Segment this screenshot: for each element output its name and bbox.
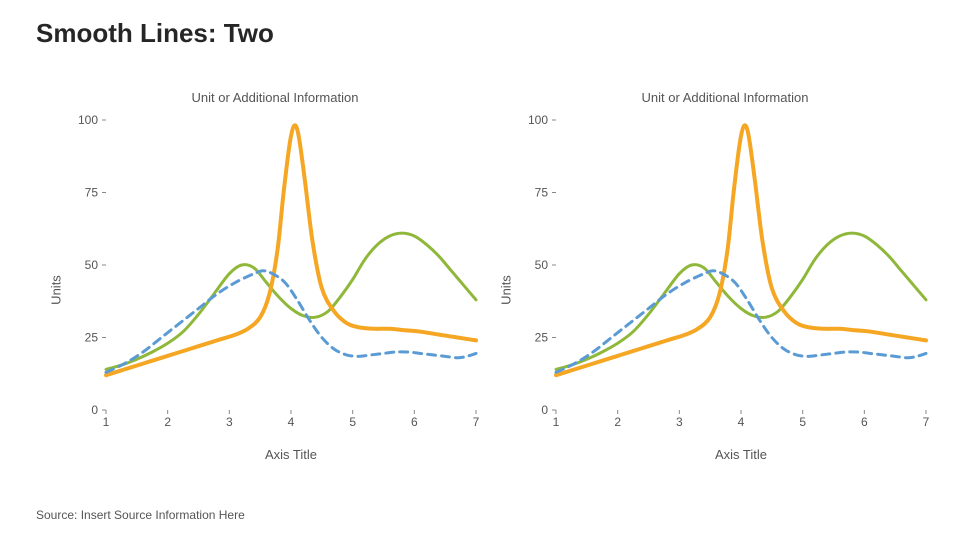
svg-text:50: 50 [85, 258, 99, 272]
svg-text:7: 7 [473, 415, 480, 429]
chart-left: Unit or Additional Information Units 025… [60, 110, 490, 470]
svg-text:75: 75 [85, 186, 99, 200]
chart-left-y-label: Units [49, 275, 64, 305]
svg-text:0: 0 [91, 403, 98, 417]
svg-text:1: 1 [553, 415, 560, 429]
svg-text:25: 25 [85, 331, 99, 345]
svg-text:3: 3 [226, 415, 233, 429]
svg-text:3: 3 [676, 415, 683, 429]
page-title: Smooth Lines: Two [36, 18, 274, 49]
svg-text:0: 0 [541, 403, 548, 417]
chart-right-subtitle: Unit or Additional Information [510, 90, 940, 105]
svg-text:6: 6 [861, 415, 868, 429]
source-text: Source: Insert Source Information Here [36, 508, 245, 522]
svg-text:100: 100 [78, 113, 98, 127]
svg-text:100: 100 [528, 113, 548, 127]
svg-text:25: 25 [535, 331, 549, 345]
svg-text:2: 2 [614, 415, 621, 429]
chart-right-y-label: Units [499, 275, 514, 305]
svg-text:2: 2 [164, 415, 171, 429]
svg-text:6: 6 [411, 415, 418, 429]
svg-text:4: 4 [738, 415, 745, 429]
chart-left-subtitle: Unit or Additional Information [60, 90, 490, 105]
chart-right: Unit or Additional Information Units 025… [510, 110, 940, 470]
svg-text:5: 5 [349, 415, 356, 429]
chart-right-plot: 02550751001234567 [556, 120, 926, 410]
svg-text:5: 5 [799, 415, 806, 429]
chart-left-plot: 02550751001234567 [106, 120, 476, 410]
svg-text:75: 75 [535, 186, 549, 200]
svg-text:50: 50 [535, 258, 549, 272]
svg-text:4: 4 [288, 415, 295, 429]
svg-text:1: 1 [103, 415, 110, 429]
chart-right-x-label: Axis Title [556, 447, 926, 462]
chart-left-svg: 02550751001234567 [106, 120, 476, 410]
charts-row: Unit or Additional Information Units 025… [60, 110, 940, 470]
chart-right-svg: 02550751001234567 [556, 120, 926, 410]
chart-left-x-label: Axis Title [106, 447, 476, 462]
svg-text:7: 7 [923, 415, 930, 429]
